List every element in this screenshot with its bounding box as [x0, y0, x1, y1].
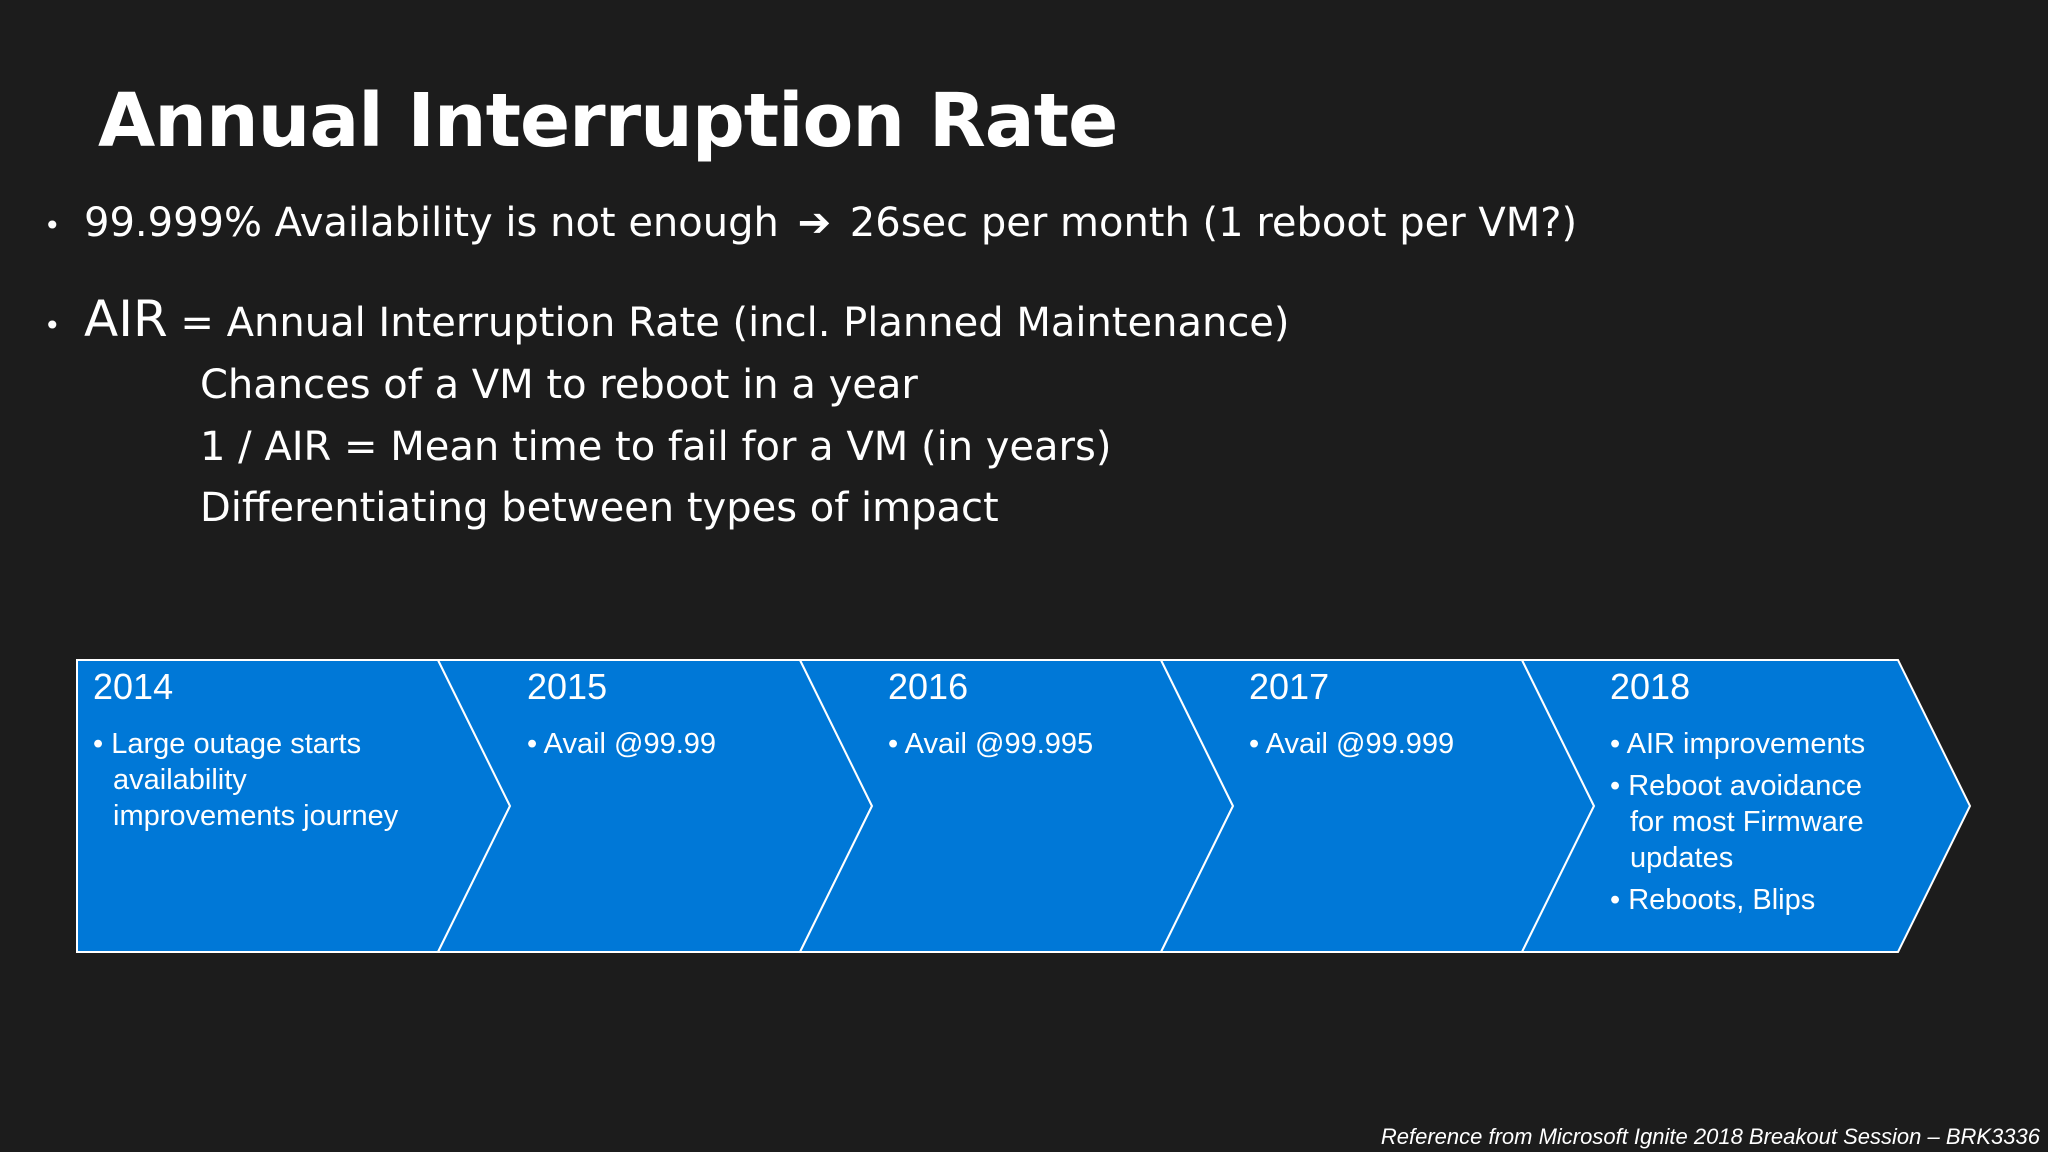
arrow-right-icon: ➔ [797, 200, 832, 246]
timeline-bullet: Avail @99.99 [527, 726, 827, 762]
timeline-bullet: Reboot avoidance for most Firmware updat… [1610, 768, 1900, 876]
timeline-year: 2016 [888, 666, 969, 707]
timeline-bullet: Avail @99.995 [888, 726, 1188, 762]
slide-title: Annual Interruption Rate [98, 78, 1118, 164]
air-sub-line: Chances of a VM to reboot in a year [200, 362, 918, 408]
bullet-availability: • 99.999% Availability is not enough ➔ 26… [44, 200, 1577, 246]
bullet-dot: • [44, 208, 61, 242]
timeline-card-2014: 2014 Large outage starts availability im… [93, 666, 423, 840]
bullet-air: • AIR = Annual Interruption Rate (incl. P… [44, 290, 1290, 348]
timeline-bullet: Large outage starts availability improve… [93, 726, 423, 834]
timeline-bullet: Avail @99.999 [1249, 726, 1549, 762]
air-sub-line: 1 / AIR = Mean time to fail for a VM (in… [200, 424, 1112, 470]
timeline-year: 2018 [1610, 666, 1691, 707]
timeline-card-2016: 2016 Avail @99.995 [888, 666, 1188, 768]
bullet-availability-text: 99.999% Availability is not enough [84, 200, 779, 246]
air-sub-line: Differentiating between types of impact [200, 485, 999, 531]
timeline-bullet: AIR improvements [1610, 726, 1900, 762]
timeline-year: 2015 [527, 666, 608, 707]
timeline-year: 2017 [1249, 666, 1330, 707]
timeline-card-2017: 2017 Avail @99.999 [1249, 666, 1549, 768]
timeline-card-2018: 2018 AIR improvements Reboot avoidance f… [1610, 666, 1900, 924]
timeline-card-2015: 2015 Avail @99.99 [527, 666, 827, 768]
reference-footer: Reference from Microsoft Ignite 2018 Bre… [1380, 1124, 2040, 1149]
air-term: AIR [84, 290, 168, 348]
bullet-availability-result: 26sec per month (1 reboot per VM?) [849, 200, 1578, 246]
bullet-dot: • [44, 308, 61, 342]
air-definition: = Annual Interruption Rate (incl. Planne… [167, 300, 1290, 346]
timeline-bullet: Reboots, Blips [1610, 882, 1900, 918]
timeline-year: 2014 [93, 666, 174, 707]
